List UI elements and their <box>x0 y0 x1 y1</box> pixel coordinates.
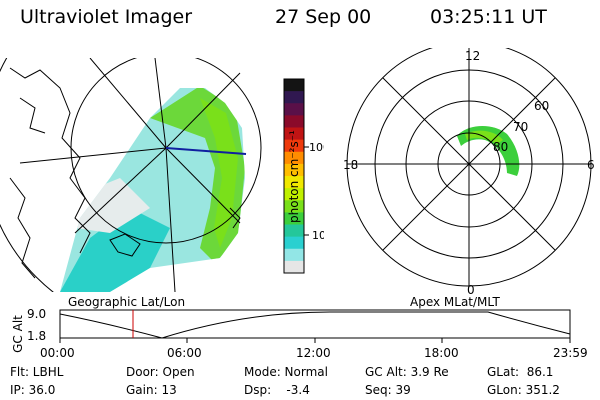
colorbar-band <box>284 103 304 116</box>
apex-polar-plot: 12 18 6 0 60 70 80 <box>343 41 595 297</box>
colorbar-band <box>284 200 304 213</box>
status-door: Door: Open <box>126 365 195 379</box>
timeline-xtick: 12:00 <box>296 346 331 360</box>
colorbar-band <box>284 79 304 92</box>
colorbar-band <box>284 188 304 201</box>
apex-polar-panel: 12 18 6 0 60 70 80 <box>337 41 599 298</box>
status-glon: GLon: 351.2 <box>487 383 560 397</box>
status-filter: Flt: LBHL <box>10 365 64 379</box>
apex-aurora-image <box>457 125 520 176</box>
status-gc-alt: GC Alt: 3.9 Re <box>365 365 449 379</box>
instrument-title: Ultraviolet Imager <box>20 6 193 28</box>
status-gain: Gain: 13 <box>126 383 177 397</box>
colorbar-tick-10: 10 <box>312 229 324 242</box>
colorbar-scale: 100 10 <box>283 78 330 274</box>
aurora-emission-image <box>60 88 245 292</box>
apex-panel-label: Apex MLat/MLT <box>410 295 500 309</box>
colorbar-band <box>284 151 304 165</box>
colorbar-band <box>284 127 304 141</box>
time-label: 03:25:11 UT <box>430 6 547 28</box>
colorbar-band <box>284 115 304 128</box>
timeline-xtick: 00:00 <box>40 346 75 360</box>
colorbar-band <box>284 236 304 250</box>
geographic-panel-label: Geographic Lat/Lon <box>68 295 186 309</box>
status-seq: Seq: 39 <box>365 383 411 397</box>
colorbar-band <box>284 163 304 177</box>
colorbar-tick-100: 100 <box>309 141 324 154</box>
timeline-ylabel: GC Alt <box>11 315 25 353</box>
timeline-xtick: 18:00 <box>424 346 459 360</box>
status-ip: IP: 36.0 <box>10 383 56 397</box>
colorbar-band <box>284 212 304 225</box>
mlat-label-70: 70 <box>513 120 528 134</box>
colorbar: 100 10 <box>262 75 330 295</box>
geographic-image-panel <box>0 58 262 292</box>
mlt-label-18: 18 <box>343 158 358 172</box>
timeline-xtick: 23:59 <box>553 346 588 360</box>
date-label: 27 Sep 00 <box>275 6 372 28</box>
status-dsp: Dsp: -3.4 <box>244 383 310 397</box>
mlt-label-0: 0 <box>467 283 475 297</box>
colorbar-band <box>284 248 304 262</box>
status-glat: GLat: 86.1 <box>487 365 554 379</box>
mlt-label-12: 12 <box>465 49 480 63</box>
mlat-label-60: 60 <box>534 99 549 113</box>
mlat-label-80: 80 <box>493 140 508 154</box>
colorbar-band <box>284 260 304 274</box>
colorbar-unit-label: photon cm⁻²s⁻¹ <box>287 130 301 223</box>
colorbar-band <box>284 139 304 153</box>
status-mode: Mode: Normal <box>244 365 328 379</box>
timeline-ytick-9: 9.0 <box>27 307 46 321</box>
altitude-curve <box>59 311 571 339</box>
timeline-ytick-1_8: 1.8 <box>27 329 46 343</box>
colorbar-band <box>284 176 304 189</box>
geographic-map <box>0 58 262 292</box>
mlt-label-6: 6 <box>587 158 595 172</box>
colorbar-band <box>284 91 304 104</box>
altitude-timeline: GC Alt 9.0 1.8 <box>11 307 571 353</box>
timeline-xtick: 06:00 <box>167 346 202 360</box>
colorbar-band <box>284 224 304 238</box>
